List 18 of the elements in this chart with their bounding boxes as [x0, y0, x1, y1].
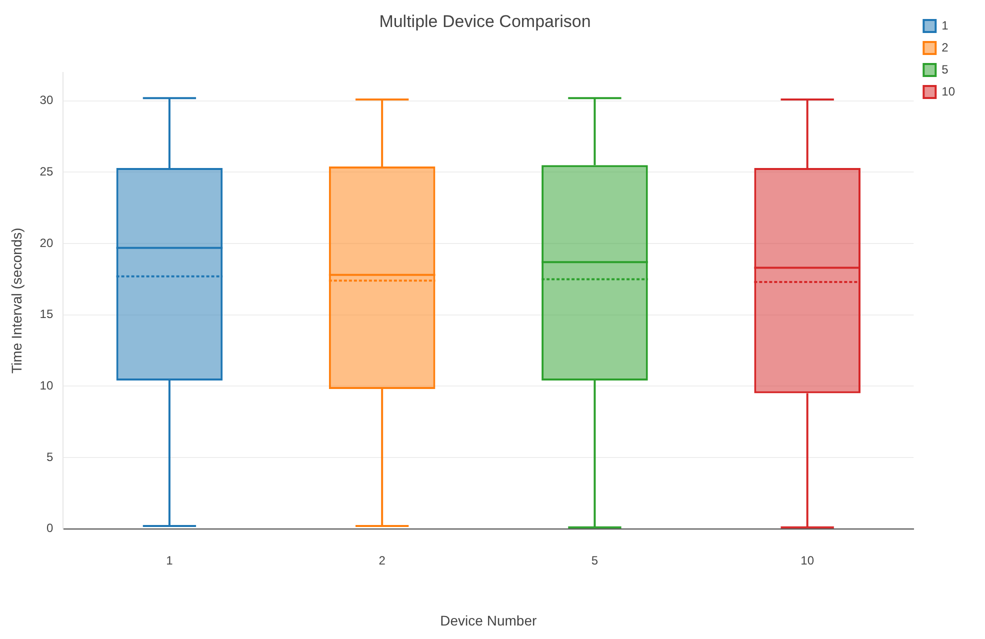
y-tick-label: 25: [40, 164, 54, 179]
y-tick-label: 20: [40, 236, 54, 250]
y-tick-label: 0: [46, 521, 54, 536]
legend-label: 10: [942, 84, 956, 98]
x-tick-label: 2: [378, 553, 386, 568]
chart-title: Multiple Device Comparison: [379, 12, 591, 31]
legend-label: 5: [942, 62, 949, 76]
x-tick-label: 10: [800, 553, 814, 568]
legend-label: 1: [942, 18, 949, 32]
y-tick-label: 10: [40, 378, 54, 392]
y-tick-label: 15: [40, 307, 54, 322]
x-tick-label: 5: [591, 553, 598, 568]
y-tick-label: 5: [46, 450, 54, 464]
x-tick-label: 1: [166, 553, 174, 568]
y-tick-label: 30: [40, 93, 54, 108]
x-axis-title: Device Number: [440, 612, 537, 628]
legend-label: 2: [942, 40, 949, 54]
y-axis-title: Time Interval (seconds): [8, 228, 24, 374]
